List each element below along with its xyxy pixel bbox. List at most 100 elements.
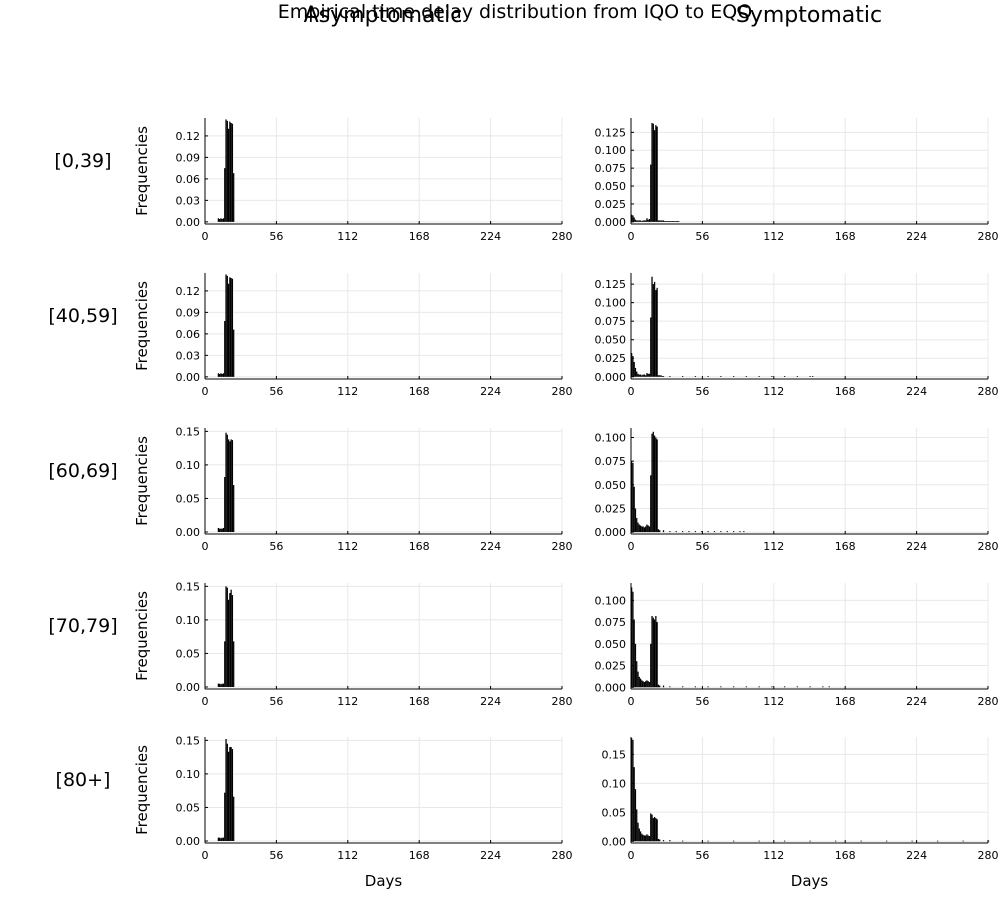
histogram-bar [653,281,656,377]
histogram-bar [771,376,773,377]
histogram-bar [682,531,684,533]
y-tick-label: 0.15 [602,748,627,761]
histogram-bar [796,376,799,377]
histogram-bar [217,683,220,687]
x-tick-label: 112 [763,849,784,862]
histogram-bar [733,531,735,533]
y-tick-label: 0.00 [176,526,201,539]
y-tick-label: 0.000 [595,526,627,539]
histogram-bar [653,816,656,842]
histogram-bar [633,767,635,842]
histogram-bar [631,353,633,377]
histogram-bar [662,220,665,222]
x-tick-label: 168 [409,695,430,708]
histogram-bar [637,373,639,377]
y-tick-label: 0.00 [176,216,201,229]
histogram-bar [682,686,684,688]
histogram-bar [233,485,235,532]
row-label: [80+] [56,769,111,791]
histogram-bar [641,526,643,533]
histogram-bar [661,376,663,377]
histogram-bar [651,433,653,533]
y-tick-label: 0.100 [595,594,627,607]
histogram-bar [230,747,232,841]
histogram-bar [217,837,220,841]
histogram-bar [659,220,661,222]
x-tick-label: 0 [628,849,635,862]
histogram-bar [634,789,637,842]
histogram-bar [656,287,658,377]
x-tick-label: 280 [552,540,573,553]
histogram-bar [634,643,637,688]
histogram-bar [720,376,722,377]
histogram-bar [222,837,225,841]
panel-symptomatic-3: 0 56 112 168 224 280 0.000 0.025 0.050 0.075 0.100 [595,583,999,708]
y-tick-label: 0.000 [595,216,627,229]
x-tick-label: 56 [269,230,283,243]
panel-asymptomatic-2: 0 56 112 168 224 280 0.00 0.05 0.10 0.15 Frequenci… [133,425,573,553]
histogram-bar [646,524,648,533]
histogram-bar [678,221,680,222]
histogram-bar [657,838,660,842]
histogram-bar [632,215,634,222]
histogram-bar [812,376,814,377]
histogram-bar [633,217,635,222]
x-tick-label: 224 [480,385,501,398]
y-tick-label: 0.000 [595,681,627,694]
histogram-bar [637,671,639,688]
histogram-bar [645,835,647,842]
panel-asymptomatic-3: 0 56 112 168 224 280 0.00 0.05 0.10 0.15 Frequenci… [133,580,573,708]
histogram-bar [713,531,716,533]
histogram-bar [645,526,647,533]
histogram-bar [643,682,646,688]
histogram-bar [669,840,671,842]
histogram-bar [631,214,633,222]
histogram-bar [633,619,635,688]
histogram-bar [655,616,657,688]
panel-symptomatic-1: 0 56 112 168 224 280 0.000 0.025 0.050 0.075 0.100… [595,273,999,398]
x-tick-label: 112 [337,385,358,398]
histogram-bar [758,840,760,842]
histogram-bar [822,686,824,688]
histogram-bar [758,686,760,688]
histogram-bar [224,168,226,222]
histogram-bar [219,683,221,687]
histogram-bar [631,738,633,842]
y-tick-label: 0.000 [595,371,627,384]
histogram-bar [227,599,230,687]
x-tick-label: 224 [480,540,501,553]
y-tick-label: 0.025 [595,502,627,515]
x-tick-label: 112 [337,849,358,862]
histogram-bar [660,375,662,377]
x-tick-label: 168 [835,695,856,708]
x-tick-label: 280 [552,385,573,398]
y-tick-label: 0.100 [595,431,627,444]
y-tick-label: 0.03 [176,349,201,362]
x-tick-label: 0 [202,385,209,398]
y-tick-label: 0.15 [176,580,201,593]
x-tick-label: 112 [763,695,784,708]
histogram-bar [217,218,220,222]
histogram-bar [650,317,652,377]
histogram-bar [937,840,939,842]
y-tick-label: 0.10 [176,614,201,627]
x-tick-label: 56 [695,230,709,243]
y-tick-label: 0.05 [176,801,201,814]
histogram-bar [225,739,227,841]
histogram-bar [646,218,648,222]
histogram-bar [219,218,221,222]
chart-title: Empirical time delay distribution from I… [278,1,752,23]
histogram-bar [652,284,654,377]
histogram-bar [229,747,231,841]
x-tick-label: 168 [409,230,430,243]
histogram-bar [669,376,671,377]
histogram-bar [659,375,661,377]
histogram-bar [656,439,658,533]
y-tick-label: 0.12 [176,130,201,143]
histogram-bar [642,834,644,842]
histogram-bar [809,686,811,688]
y-tick-label: 0.12 [176,285,201,298]
histogram-bar [230,439,232,532]
histogram-bar [650,164,652,222]
x-tick-label: 0 [202,540,209,553]
